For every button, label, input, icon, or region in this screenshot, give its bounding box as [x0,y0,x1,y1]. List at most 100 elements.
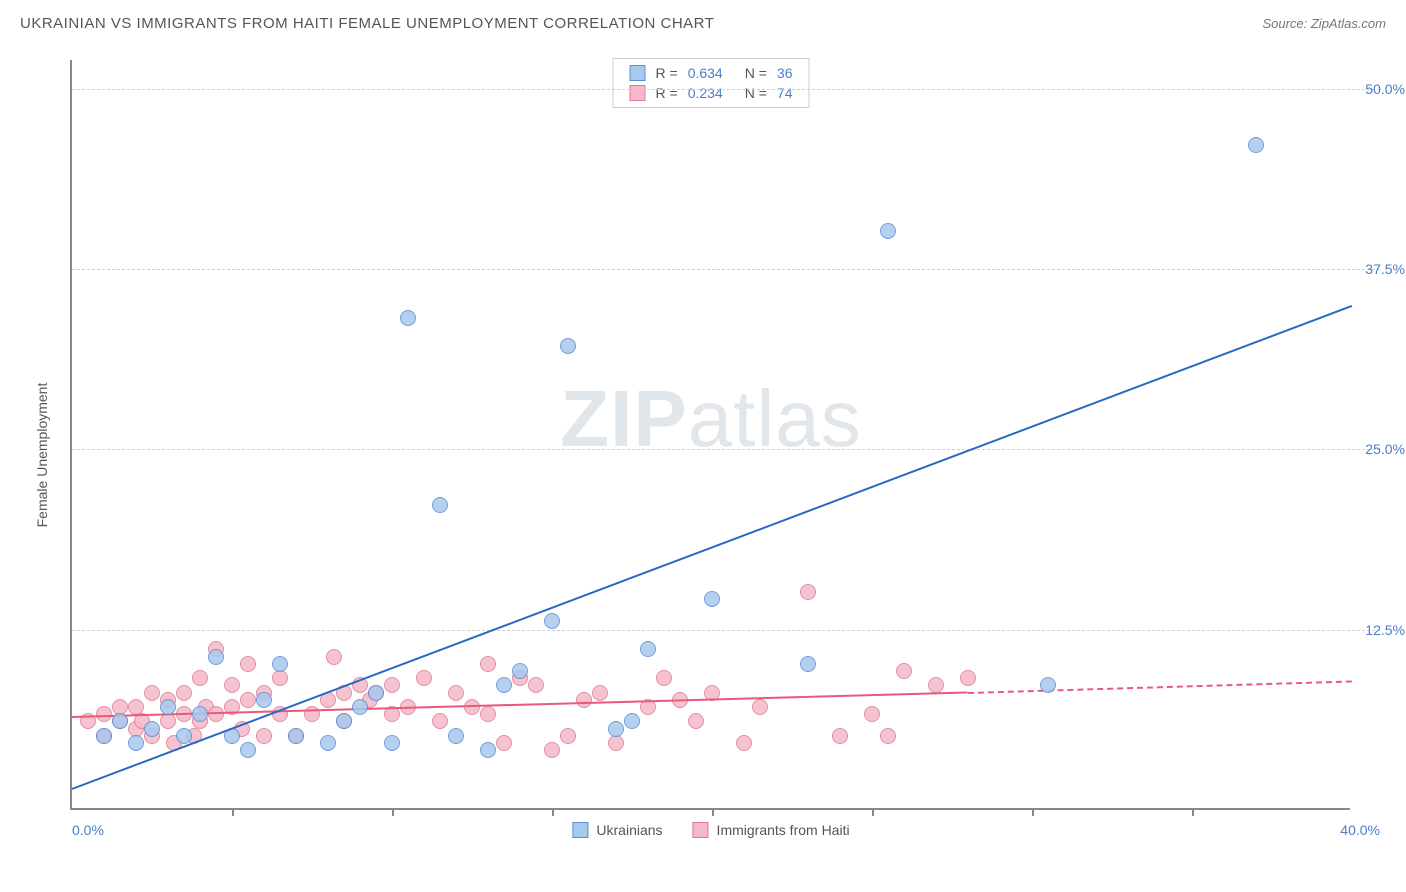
x-tick [392,808,394,816]
data-point [480,656,496,672]
y-axis-label: Female Unemployment [34,383,50,528]
data-point [368,685,384,701]
data-point [384,735,400,751]
data-point [176,685,192,701]
data-point [192,706,208,722]
data-point [176,728,192,744]
data-point [496,735,512,751]
data-point [144,685,160,701]
data-point [448,728,464,744]
data-point [96,728,112,744]
data-point [640,641,656,657]
data-point [208,706,224,722]
y-tick-label: 50.0% [1365,81,1405,97]
data-point [496,677,512,693]
data-point [240,742,256,758]
data-point [326,649,342,665]
data-point [112,713,128,729]
data-point [896,663,912,679]
chart-container: Female Unemployment ZIPatlas 0.0% 40.0% … [50,60,1386,850]
data-point [144,721,160,737]
series-swatch [572,822,588,838]
data-point [160,713,176,729]
chart-title: UKRAINIAN VS IMMIGRANTS FROM HAITI FEMAL… [20,15,714,32]
x-axis-min-label: 0.0% [72,822,104,838]
grid-line [72,89,1380,90]
data-point [192,670,208,686]
x-tick [872,808,874,816]
data-point [576,692,592,708]
data-point [752,699,768,715]
data-point [352,699,368,715]
legend-item: Immigrants from Haiti [693,822,850,838]
data-point [624,713,640,729]
data-point [800,584,816,600]
trend-line [72,305,1353,790]
stat-row: R = 0.634N = 36 [626,63,797,83]
x-tick [552,808,554,816]
data-point [800,656,816,672]
plot-area: ZIPatlas 0.0% 40.0% R = 0.634N = 36R = 0… [70,60,1350,810]
data-point [560,338,576,354]
data-point [384,677,400,693]
data-point [256,728,272,744]
data-point [512,663,528,679]
data-point [208,649,224,665]
x-tick [1032,808,1034,816]
data-point [736,735,752,751]
stat-row: R = 0.234N = 74 [626,83,797,103]
x-tick [232,808,234,816]
data-point [336,713,352,729]
y-tick-label: 37.5% [1365,261,1405,277]
data-point [608,721,624,737]
x-tick [1192,808,1194,816]
data-point [960,670,976,686]
legend-item: Ukrainians [572,822,662,838]
data-point [432,713,448,729]
data-point [256,692,272,708]
data-point [704,591,720,607]
series-legend: Ukrainians Immigrants from Haiti [572,822,849,838]
data-point [592,685,608,701]
correlation-stats-box: R = 0.634N = 36R = 0.234N = 74 [613,58,810,108]
data-point [1040,677,1056,693]
data-point [272,670,288,686]
series-swatch [693,822,709,838]
data-point [432,497,448,513]
watermark-text: ZIPatlas [560,373,861,465]
y-tick-label: 12.5% [1365,622,1405,638]
data-point [224,677,240,693]
data-point [880,223,896,239]
data-point [1248,137,1264,153]
grid-line [72,630,1380,631]
data-point [400,310,416,326]
data-point [688,713,704,729]
data-point [288,728,304,744]
data-point [928,677,944,693]
data-point [528,677,544,693]
data-point [544,742,560,758]
data-point [448,685,464,701]
data-point [656,670,672,686]
data-point [544,613,560,629]
data-point [560,728,576,744]
y-tick-label: 25.0% [1365,441,1405,457]
series-swatch [630,65,646,81]
data-point [480,706,496,722]
data-point [864,706,880,722]
data-point [160,699,176,715]
source-attribution: Source: ZipAtlas.com [1262,16,1386,31]
data-point [320,735,336,751]
data-point [480,742,496,758]
data-point [608,735,624,751]
data-point [240,692,256,708]
data-point [416,670,432,686]
trend-line [968,680,1352,694]
series-swatch [630,85,646,101]
data-point [240,656,256,672]
grid-line [72,449,1380,450]
x-tick [712,808,714,816]
data-point [880,728,896,744]
data-point [832,728,848,744]
data-point [128,735,144,751]
